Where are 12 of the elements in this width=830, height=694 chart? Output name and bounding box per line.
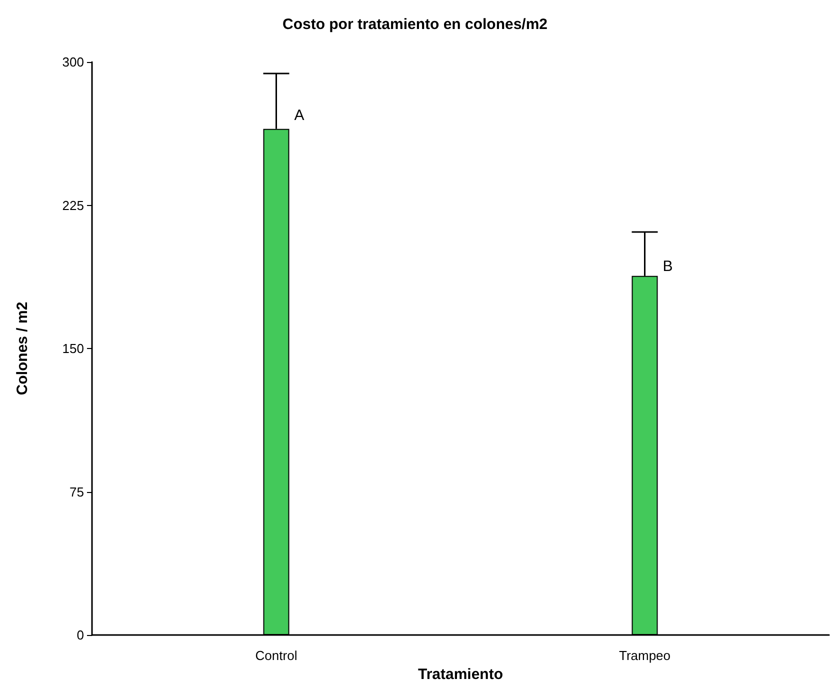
y-tick-label: 150 xyxy=(62,341,84,356)
x-tick-label: Trampeo xyxy=(618,648,671,663)
x-axis-title: Tratamiento xyxy=(418,666,504,683)
y-axis-title: Colones / m2 xyxy=(14,302,31,396)
chart-title: Costo por tratamiento en colones/m2 xyxy=(282,16,548,33)
y-tick-label: 0 xyxy=(76,628,84,642)
y-tick-label: 75 xyxy=(70,484,84,500)
annotation: B xyxy=(662,258,673,275)
y-tick-label: 300 xyxy=(62,54,84,70)
x-tick-label: Control xyxy=(255,648,298,663)
y-tick-label: 225 xyxy=(62,198,84,213)
annotation: A xyxy=(294,106,304,124)
